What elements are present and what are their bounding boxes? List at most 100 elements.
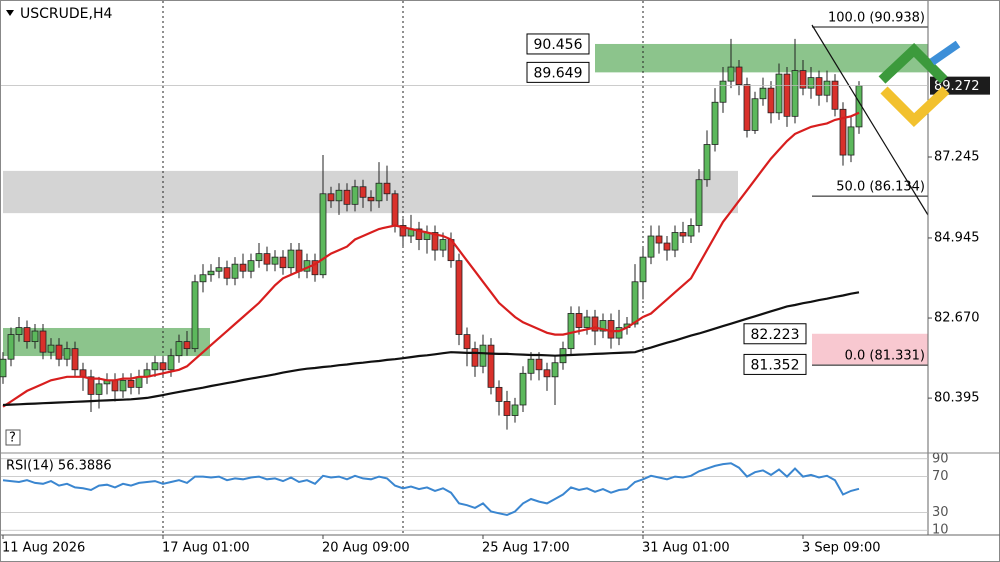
candle-body	[375, 182, 383, 202]
candle-body	[767, 87, 775, 114]
candle-body	[615, 327, 623, 339]
candle-body	[175, 341, 183, 357]
fib-label: 50.0 (86.134)	[836, 180, 925, 195]
candle-body	[327, 193, 335, 202]
candle-body	[199, 274, 207, 283]
candle-body	[343, 189, 351, 205]
price-label: 81.352	[751, 357, 800, 373]
logo	[878, 40, 961, 127]
moving-average	[2, 291, 860, 407]
candle-body	[551, 362, 559, 378]
candle-body	[519, 372, 527, 406]
help-button[interactable]	[5, 429, 21, 446]
candle-body	[311, 260, 319, 276]
candle-body	[215, 267, 223, 272]
candle-body	[287, 249, 295, 269]
candle-body	[487, 344, 495, 388]
candle-body	[839, 108, 847, 156]
candle-body	[119, 379, 127, 392]
rsi-panel: RSI(14) 56.3886 90 70 30 10	[1, 451, 949, 538]
candle-body	[743, 84, 751, 131]
logo-yellow	[880, 86, 950, 127]
candle-body	[167, 355, 175, 371]
candle-body	[775, 73, 783, 114]
candle-body	[15, 327, 23, 335]
fib-label: 100.0 (90.938)	[828, 10, 925, 25]
zones	[3, 43, 928, 365]
candle-body	[719, 80, 727, 103]
candle-body	[455, 260, 463, 335]
candle-body	[727, 66, 735, 82]
candle-body	[599, 320, 607, 332]
labels: 90.456 89.649 82.223 81.352 100.0 (90.938) 50…	[526, 10, 928, 375]
candle-body	[207, 270, 215, 276]
candle-body	[439, 239, 447, 251]
candle-body	[7, 334, 15, 360]
candle-body	[191, 281, 199, 350]
candle-body	[679, 232, 687, 237]
rsi-title: RSI(14) 56.3886	[6, 459, 112, 474]
x-tick-label: 31 Aug 01:00	[642, 541, 730, 556]
candle-body	[87, 376, 95, 395]
candle-body	[351, 186, 359, 205]
x-tick-label: 17 Aug 01:00	[162, 541, 250, 556]
candle-body	[479, 344, 487, 367]
y-tick-label: 84.945	[934, 230, 980, 245]
candle-body	[111, 379, 119, 392]
candle-body	[583, 316, 591, 328]
trend-line	[811, 24, 929, 216]
candle-body	[671, 232, 679, 251]
y-tick-label: 87.245	[934, 149, 980, 164]
candle-body	[567, 313, 575, 350]
help-icon: ?	[9, 431, 16, 446]
candle-body	[735, 66, 743, 86]
candle-body	[663, 242, 671, 251]
candle-body	[711, 101, 719, 145]
candle-body	[831, 80, 839, 110]
x-tick-label: 3 Sep 09:00	[802, 541, 881, 556]
candle-body	[279, 256, 287, 269]
rsi-tick-label: 70	[932, 469, 949, 484]
rsi-tick-label: 90	[932, 451, 949, 466]
x-tick-label: 25 Aug 17:00	[482, 541, 570, 556]
candle-body	[263, 253, 271, 265]
candle-body	[503, 401, 511, 416]
price-label: 82.223	[751, 327, 800, 343]
candle-body	[239, 263, 247, 272]
candle-body	[23, 327, 31, 343]
y-tick-label: 80.395	[934, 391, 980, 406]
candle-body	[647, 235, 655, 258]
candle-body	[55, 344, 63, 360]
candle-body	[335, 189, 343, 202]
rsi-tick-label: 10	[932, 523, 949, 538]
candle-body	[527, 358, 535, 374]
candle-body	[799, 70, 807, 89]
candle-body	[319, 193, 327, 276]
price-label-box	[526, 33, 590, 55]
candle-body	[47, 344, 55, 353]
logo-green	[878, 43, 948, 84]
symbol-menu-arrow[interactable]	[6, 10, 14, 16]
candle-body	[39, 330, 47, 353]
candle-body	[271, 256, 279, 265]
candle-body	[367, 196, 375, 202]
candle-body	[391, 193, 399, 226]
candles	[0, 38, 863, 430]
candle-body	[295, 249, 303, 272]
candle-body	[687, 225, 695, 237]
indicator-lines	[2, 111, 860, 408]
rsi-tick-label: 30	[932, 505, 949, 520]
moving-average	[2, 111, 860, 408]
candle-body	[511, 404, 519, 416]
candle-body	[415, 228, 423, 240]
candle-body	[63, 348, 71, 360]
price-label: 89.649	[534, 65, 583, 81]
candle-body	[463, 334, 471, 350]
price-label-box	[526, 61, 590, 83]
candle-body	[431, 232, 439, 251]
candle-body	[95, 383, 103, 395]
rsi-line	[2, 462, 860, 517]
candle-body	[471, 348, 479, 367]
